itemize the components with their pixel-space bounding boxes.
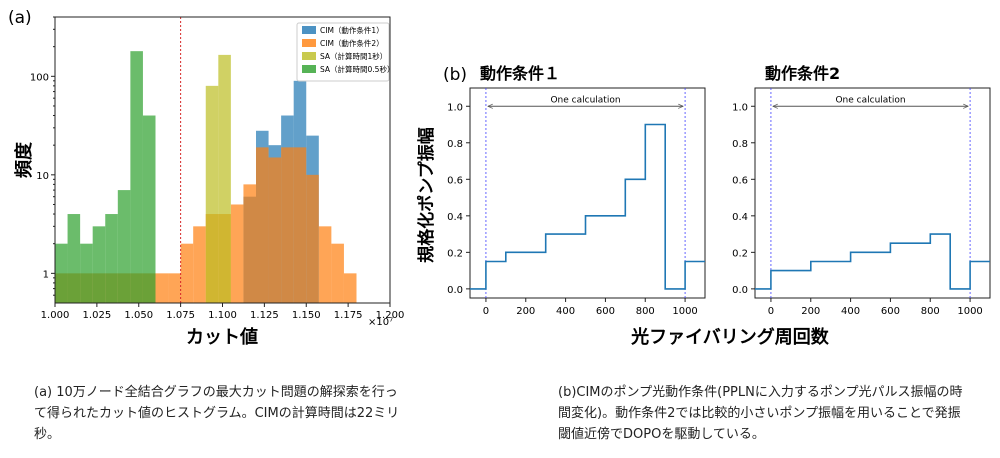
pump-amplitude-line	[470, 123, 705, 290]
histogram-bar	[293, 147, 307, 303]
histogram-bar	[205, 85, 219, 304]
x-tick-label: 1000	[957, 306, 982, 317]
legend-swatch	[302, 65, 316, 73]
pump-ylabel: 規格化ポンプ振幅	[416, 127, 437, 263]
pump-schedule-panel-2: 動作条件2 0 200 400 600 800 1000 0.0 0.2 0.4 0.6 0.8 1.0…	[732, 64, 991, 317]
panel-a-label: (a)	[8, 8, 32, 28]
histogram-bar	[117, 190, 131, 303]
histogram-bar	[281, 147, 294, 303]
y-tick-label: 0.6	[732, 175, 748, 186]
y-tick-label: 10	[36, 171, 49, 182]
y-tick-label: 0.8	[732, 139, 748, 150]
histogram-bar	[193, 226, 206, 303]
x-tick-label: 1.100	[208, 310, 237, 321]
x-tick-label: 0	[483, 306, 489, 317]
y-tick-label: 0.2	[732, 248, 748, 259]
histogram-bar	[268, 157, 282, 303]
x-tick-label: 600	[596, 306, 615, 317]
figure: (a) 頻度 カット値 ×10⁷ 1.000 1.025 1.050 1.075 1.1…	[8, 8, 991, 348]
subplot-title: 動作条件2	[765, 64, 840, 83]
histogram-xlabel: カット値	[186, 326, 258, 348]
x-tick-label: 400	[841, 306, 860, 317]
legend-label: CIM（動作条件1）	[320, 25, 384, 35]
x-tick-label: 1.150	[292, 310, 321, 321]
calculation-span-label: One calculation	[550, 95, 620, 105]
histogram-ylabel: 頻度	[13, 141, 35, 178]
x-tick-label: 200	[516, 306, 535, 317]
histogram-bar	[168, 273, 181, 303]
pump-xlabel: 光ファイバリング周回数	[630, 326, 830, 348]
histogram-bar	[180, 243, 194, 303]
histogram-bar	[105, 214, 118, 303]
y-tick-label: 1	[43, 269, 49, 280]
y-tick-label: 0.4	[447, 212, 463, 223]
x-tick-label: 800	[921, 306, 940, 317]
y-tick-label: 0.0	[447, 285, 463, 296]
histogram-panel: (a) 頻度 カット値 ×10⁷ 1.000 1.025 1.050 1.075 1.1…	[8, 8, 404, 348]
pump-amplitude-line	[755, 233, 990, 290]
histogram-bar	[92, 226, 106, 303]
y-tick-label: 1.0	[447, 102, 463, 113]
legend-label: SA（計算時間0.5秒）	[320, 64, 394, 74]
x-tick-label: 1.075	[166, 310, 195, 321]
histogram-bar	[142, 115, 156, 303]
histogram-bar	[67, 214, 81, 303]
y-tick-label: 100	[30, 72, 49, 83]
x-tick-label: 1.025	[83, 310, 112, 321]
calculation-span-label: One calculation	[835, 95, 905, 105]
histogram-bar	[318, 226, 332, 303]
legend-swatch	[302, 39, 316, 47]
histogram-bar	[55, 243, 68, 303]
x-tick-label: 1.050	[124, 310, 153, 321]
histogram-bar	[130, 51, 143, 304]
pump-schedule-panel-1: (b) 規格化ポンプ振幅 光ファイバリング周回数 動作条件１ 0 200 400 600…	[416, 64, 830, 348]
x-tick-label: 1.125	[250, 310, 279, 321]
y-tick-label: 1.0	[732, 102, 748, 113]
histogram-bar	[331, 243, 344, 303]
y-tick-label: 0.6	[447, 175, 463, 186]
y-tick-label: 0.4	[732, 212, 748, 223]
legend: CIM（動作条件1） CIM（動作条件2） SA（計算時間1秒） SA（計算時間0.5…	[296, 22, 394, 82]
x-tick-label: 200	[801, 306, 820, 317]
plot-frame	[754, 87, 991, 299]
legend-box	[296, 22, 390, 82]
panel-b-label: (b)	[443, 65, 467, 85]
histogram-bar	[218, 54, 231, 304]
caption-a: (a) 10万ノード全結合グラフの最大カット問題の解探索を行って得られたカット値…	[34, 385, 400, 442]
x-tick-label: 1.000	[41, 310, 70, 321]
x-tick-label: 1.200	[376, 310, 405, 321]
histogram-bar	[80, 243, 93, 303]
legend-swatch	[302, 26, 316, 34]
y-tick-label: 0.8	[447, 139, 463, 150]
subplot-title: 動作条件１	[480, 64, 560, 83]
x-tick-label: 1.175	[334, 310, 363, 321]
y-tick-label: 0.2	[447, 248, 463, 259]
x-scale-offset: ×10⁷	[368, 317, 393, 328]
x-tick-label: 800	[636, 306, 655, 317]
histogram-bar	[256, 147, 269, 303]
x-tick-label: 400	[556, 306, 575, 317]
x-tick-label: 600	[881, 306, 900, 317]
legend-swatch	[302, 52, 316, 60]
x-tick-label: 1000	[672, 306, 697, 317]
caption-b: (b)CIMのポンプ光動作条件(PPLNに入力するポンプ光パルス振幅の時間変化)…	[558, 385, 963, 442]
histogram-bar	[155, 273, 169, 303]
plot-frame	[469, 87, 706, 299]
legend-label: SA（計算時間1秒）	[320, 51, 387, 61]
histogram-bar	[230, 204, 244, 303]
histogram-bar	[243, 184, 256, 303]
histogram-bar	[306, 174, 319, 303]
y-tick-label: 0.0	[732, 285, 748, 296]
legend-label: CIM（動作条件2）	[320, 38, 384, 48]
x-tick-label: 0	[768, 306, 774, 317]
histogram-bar	[343, 273, 357, 303]
